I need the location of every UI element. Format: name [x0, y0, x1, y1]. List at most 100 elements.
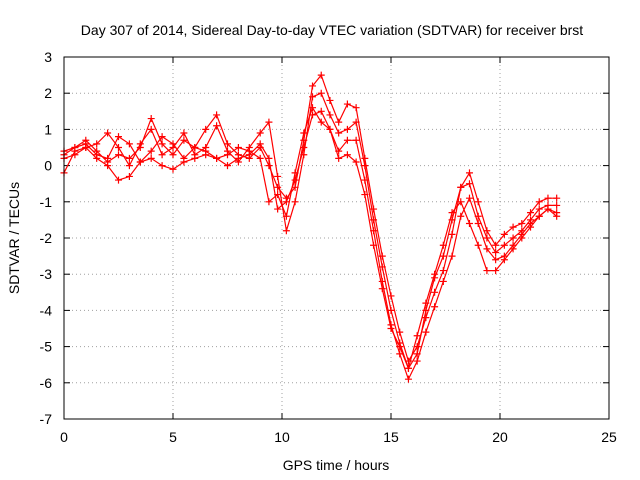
data-point — [448, 252, 456, 260]
data-point — [180, 136, 188, 144]
data-point — [104, 154, 112, 162]
data-point — [317, 89, 325, 97]
data-point — [553, 201, 561, 209]
data-point — [317, 118, 325, 126]
data-point — [509, 223, 517, 231]
data-point — [213, 154, 221, 162]
data-point — [553, 212, 561, 220]
data-point — [224, 151, 231, 159]
y-tick-label: 2 — [44, 85, 52, 101]
series-1 — [60, 71, 561, 365]
data-point — [147, 154, 155, 162]
data-point — [378, 285, 386, 293]
data-point — [93, 140, 101, 148]
data-point — [413, 350, 421, 358]
y-axis: -7 -6 -5 -4 -3 -2 -1 0 1 2 3 — [40, 49, 609, 427]
data-point — [147, 147, 155, 155]
data-point — [169, 165, 177, 173]
data-point — [352, 118, 360, 126]
data-point — [213, 122, 221, 130]
data-point — [291, 176, 299, 184]
data-point — [180, 154, 188, 162]
data-point — [317, 71, 325, 79]
data-point — [352, 158, 360, 166]
data-point — [509, 234, 517, 242]
data-point — [492, 256, 500, 264]
data-point — [245, 147, 253, 155]
data-point — [535, 198, 543, 206]
data-point — [300, 151, 308, 159]
data-point — [492, 267, 500, 275]
data-point — [439, 267, 447, 275]
data-point — [474, 198, 482, 206]
data-point — [158, 133, 166, 141]
y-tick-label: 1 — [44, 121, 52, 137]
data-point — [431, 288, 439, 296]
data-point — [291, 198, 299, 206]
data-point — [326, 125, 334, 133]
plot-frame — [63, 56, 610, 420]
data-point — [422, 328, 430, 336]
data-point — [544, 194, 552, 202]
data-point — [71, 144, 79, 151]
data-point — [309, 93, 317, 101]
data-point — [104, 162, 112, 170]
data-point — [265, 198, 273, 206]
series-2 — [60, 107, 561, 383]
data-point — [361, 162, 369, 170]
data-point — [343, 136, 351, 144]
data-point — [509, 245, 517, 253]
data-point — [370, 241, 378, 249]
y-tick-label: -3 — [40, 266, 53, 282]
data-point — [448, 209, 456, 217]
series-trace — [63, 73, 557, 363]
y-tick-label: 3 — [44, 49, 52, 65]
data-point — [492, 241, 500, 249]
data-point — [300, 129, 308, 137]
y-axis-label: SDTVAR / TECUs — [6, 182, 22, 294]
data-point — [335, 118, 343, 126]
data-point — [500, 241, 508, 249]
data-point — [326, 96, 334, 104]
grid — [64, 57, 609, 419]
data-point — [282, 227, 290, 235]
data-point — [448, 230, 456, 238]
data-point — [136, 158, 144, 166]
data-point — [309, 104, 317, 112]
data-point — [125, 140, 133, 148]
data-point — [147, 115, 155, 123]
data-point — [431, 270, 439, 278]
x-tick-label: 20 — [492, 429, 508, 445]
data-point — [274, 183, 282, 191]
data-point — [93, 151, 101, 159]
data-point — [474, 212, 482, 220]
data-point — [256, 140, 264, 148]
series-4 — [60, 104, 561, 372]
x-axis-label: GPS time / hours — [283, 457, 390, 473]
data-point — [352, 104, 360, 112]
data-point — [158, 151, 166, 159]
data-point — [224, 162, 231, 170]
data-point — [282, 212, 290, 220]
data-point — [71, 151, 79, 159]
data-point — [125, 172, 133, 180]
data-series — [60, 71, 561, 383]
data-point — [465, 180, 473, 188]
data-point — [527, 216, 535, 224]
data-point — [483, 245, 491, 253]
data-point — [125, 162, 133, 170]
data-point — [527, 223, 535, 231]
y-tick-label: -6 — [40, 375, 53, 391]
data-point — [518, 220, 526, 228]
data-point — [169, 140, 177, 148]
data-point — [125, 154, 133, 162]
data-point — [317, 107, 325, 115]
data-point — [136, 140, 144, 148]
data-point — [265, 154, 273, 162]
data-point — [256, 154, 264, 162]
data-point — [465, 220, 473, 228]
data-point — [500, 256, 508, 264]
data-point — [234, 158, 242, 166]
data-point — [457, 183, 465, 191]
data-point — [431, 303, 439, 311]
